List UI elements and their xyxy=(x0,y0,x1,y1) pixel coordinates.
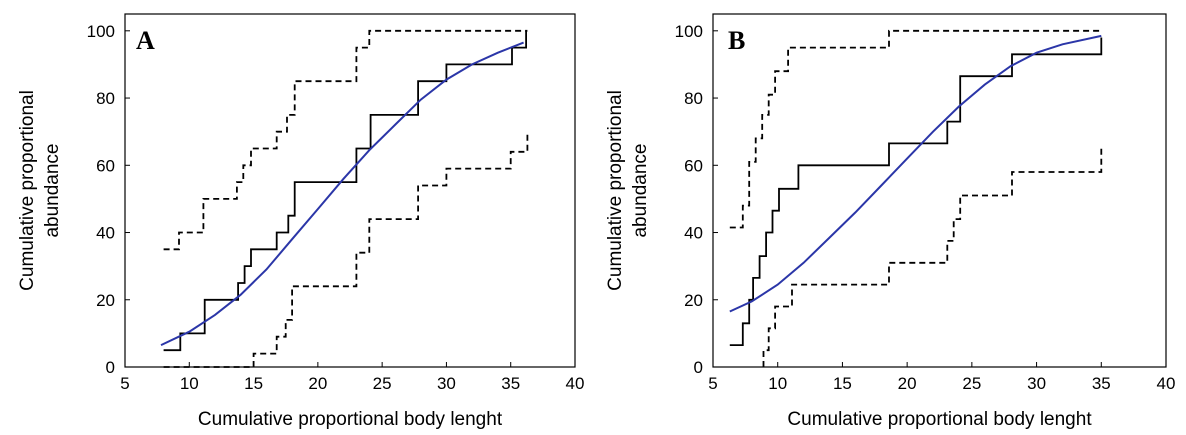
x-tick-label: 30 xyxy=(1027,374,1046,393)
plot-frame xyxy=(712,13,1167,368)
x-tick-label: 40 xyxy=(1157,374,1176,393)
x-tick-label: 35 xyxy=(501,374,520,393)
y-tick-label: 0 xyxy=(694,358,703,377)
envelope-dashed-line xyxy=(163,29,528,251)
y-tick-label: 80 xyxy=(684,89,703,108)
y-tick-label: 40 xyxy=(684,224,703,243)
panel-a: 5 10 15 20 25 30 35 40 0 20 40 60 80 100 A Cumulative p… xyxy=(17,13,585,430)
y-tick-label: 100 xyxy=(675,22,703,41)
x-tick-label: 40 xyxy=(566,374,585,393)
y-tick-label: 20 xyxy=(96,291,115,310)
x-axis-label: Cumulative proportional body lenght xyxy=(787,409,1092,430)
x-tick-label: 5 xyxy=(120,374,129,393)
x-tick-label: 5 xyxy=(708,374,717,393)
envelope-dashed-line xyxy=(762,148,1103,367)
x-tick-label: 30 xyxy=(437,374,456,393)
y-tick-label: 40 xyxy=(96,224,115,243)
x-tick-label: 20 xyxy=(308,374,327,393)
y-tick-label: 0 xyxy=(106,358,115,377)
y-tick-label: 100 xyxy=(87,22,115,41)
x-tick-label: 15 xyxy=(833,374,852,393)
envelope-dashed-line xyxy=(163,131,529,368)
y-tick-label: 60 xyxy=(96,156,115,175)
envelope-dashed-line xyxy=(729,29,1102,229)
y-tick-label: 80 xyxy=(96,89,115,108)
observed-step-line xyxy=(163,30,527,352)
fitted-curve xyxy=(729,34,1102,313)
x-tick-label: 10 xyxy=(768,374,787,393)
panel-letter: A xyxy=(136,26,155,55)
y-axis-label: abundance xyxy=(630,143,651,237)
x-tick-label: 10 xyxy=(180,374,199,393)
x-tick-label: 20 xyxy=(898,374,917,393)
y-tick-label: 20 xyxy=(684,291,703,310)
y-tick-label: 60 xyxy=(684,156,703,175)
x-tick-label: 35 xyxy=(1092,374,1111,393)
x-tick-label: 15 xyxy=(244,374,263,393)
fitted-curve xyxy=(160,41,524,347)
plot-frame xyxy=(124,13,576,368)
panel-letter: B xyxy=(728,26,745,55)
panel-b: 5 10 15 20 25 30 35 40 0 20 40 60 80 100 B Cumulative p… xyxy=(605,13,1176,430)
x-tick-label: 25 xyxy=(962,374,981,393)
y-axis-label: Cumulative proportional xyxy=(17,90,38,291)
y-axis-label: Cumulative proportional xyxy=(605,90,626,291)
y-axis-label: abundance xyxy=(42,143,63,237)
x-axis-label: Cumulative proportional body lenght xyxy=(198,409,503,430)
observed-step-line xyxy=(729,37,1103,346)
x-tick-label: 25 xyxy=(373,374,392,393)
